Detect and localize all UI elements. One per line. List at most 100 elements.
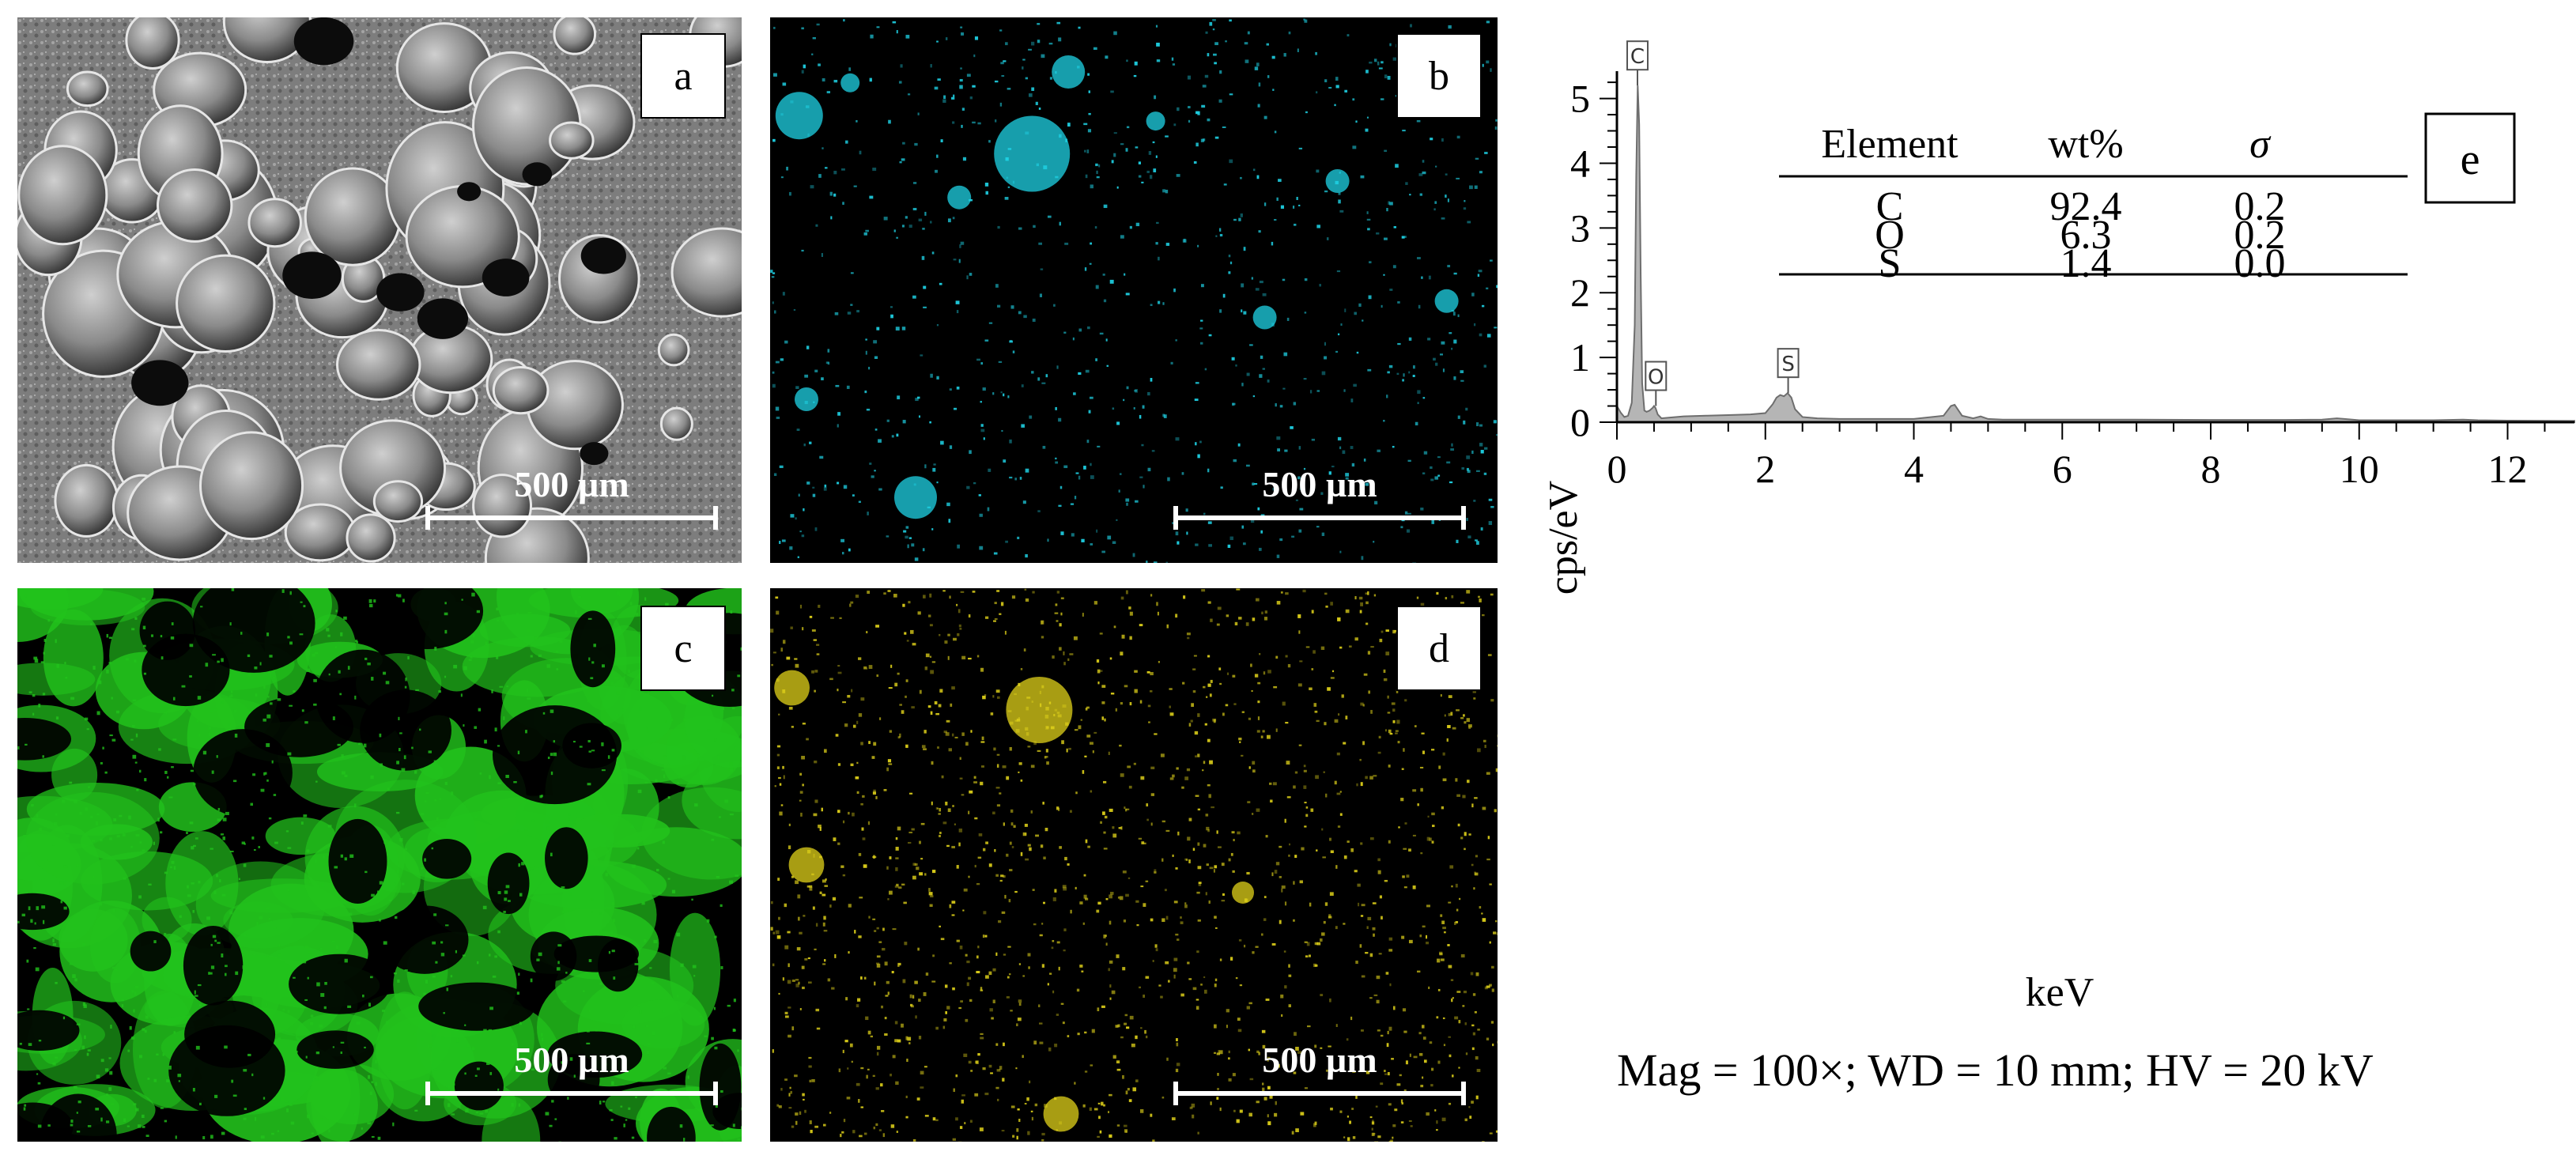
element-dot [1313, 650, 1316, 654]
peak-label-text: O [1648, 366, 1664, 390]
element-dot [1062, 704, 1067, 708]
carbon-dot [81, 1045, 85, 1050]
element-dot [1102, 811, 1105, 815]
element-dot [1377, 870, 1381, 874]
element-dot [1237, 1018, 1241, 1021]
carbon-dot [315, 1052, 320, 1055]
element-dot [1195, 142, 1199, 147]
element-dot [1254, 674, 1259, 678]
element-dot [784, 903, 788, 908]
element-dot [1128, 785, 1132, 789]
pore-hole [289, 953, 391, 1014]
element-dot [905, 216, 908, 219]
carbon-dot [62, 1016, 66, 1020]
element-dot [1456, 177, 1460, 179]
carbon-dot [17, 746, 20, 750]
carbon-dot [263, 991, 266, 995]
element-dot [848, 951, 850, 954]
element-cluster [1043, 1096, 1079, 1132]
carbon-dot [601, 769, 606, 772]
element-dot [863, 666, 867, 669]
element-dot [1030, 1110, 1033, 1112]
element-dot [824, 885, 829, 887]
element-dot [841, 1131, 844, 1134]
carbon-dot [461, 598, 463, 601]
element-dot [891, 971, 894, 974]
carbon-dot [496, 607, 499, 611]
eds-map-c [17, 588, 742, 1142]
element-dot [979, 546, 984, 550]
element-dot [1017, 1108, 1020, 1111]
element-dot [1119, 473, 1122, 475]
element-dot [890, 306, 893, 308]
element-dot [1105, 935, 1107, 937]
element-dot [1460, 836, 1464, 840]
element-dot [1465, 407, 1468, 411]
carbon-dot [463, 666, 467, 670]
carbon-dot [418, 785, 421, 788]
element-dot [1416, 119, 1421, 123]
carbon-dot [541, 1037, 544, 1042]
element-dot [1003, 822, 1005, 826]
element-dot [1471, 293, 1475, 296]
element-dot [1337, 333, 1340, 336]
element-dot [1025, 77, 1029, 80]
carbon-dot [388, 899, 392, 901]
element-dot [921, 745, 926, 749]
element-dot [1328, 916, 1332, 919]
element-dot [1103, 204, 1108, 209]
element-dot [802, 1093, 805, 1097]
carbon-dot [76, 1131, 81, 1133]
element-dot [784, 1078, 788, 1081]
element-dot [914, 557, 919, 561]
element-dot [1269, 1095, 1273, 1099]
element-dot [1109, 960, 1113, 964]
element-dot [1276, 601, 1281, 605]
element-dot [897, 736, 901, 738]
element-dot [1045, 374, 1048, 378]
carbon-dot [72, 974, 76, 979]
carbon-dot [637, 1118, 642, 1121]
carbon-dot [380, 763, 383, 767]
carbon-dot [383, 671, 387, 675]
element-dot [1410, 1125, 1413, 1127]
element-dot [1096, 909, 1100, 913]
element-dot [938, 813, 941, 815]
carbon-dot [60, 900, 63, 904]
element-dot [1239, 176, 1242, 179]
element-dot [1305, 806, 1309, 809]
element-dot [1229, 93, 1233, 96]
element-dot [1452, 997, 1454, 999]
element-dot [917, 947, 920, 951]
element-dot [1027, 746, 1031, 748]
element-dot [1290, 426, 1294, 429]
carbon-dot [531, 1068, 534, 1070]
table-cell: S [1879, 241, 1902, 286]
element-dot [1426, 942, 1430, 945]
carbon-dot [339, 693, 342, 696]
element-dot [1293, 402, 1297, 406]
element-dot [1207, 521, 1212, 524]
carbon-dot [142, 598, 146, 601]
sem-pore [549, 121, 595, 160]
carbon-dot [539, 795, 542, 799]
element-dot [1092, 750, 1094, 753]
element-dot [1251, 813, 1254, 815]
element-dot [1120, 651, 1124, 656]
element-dot [1228, 255, 1231, 258]
carbon-dot [250, 802, 253, 806]
element-dot [840, 1134, 842, 1138]
element-dot [770, 629, 774, 633]
element-dot [1198, 882, 1202, 884]
carbon-dot [615, 713, 619, 716]
element-dot [822, 77, 825, 82]
carbon-dot [229, 850, 234, 852]
element-dot [988, 863, 992, 867]
element-dot [1448, 1102, 1452, 1105]
element-dot [930, 670, 935, 674]
element-dot [1397, 741, 1400, 744]
element-dot [1456, 709, 1460, 712]
element-dot [1214, 42, 1218, 46]
element-dot [1180, 921, 1184, 924]
element-dot [1147, 467, 1151, 472]
